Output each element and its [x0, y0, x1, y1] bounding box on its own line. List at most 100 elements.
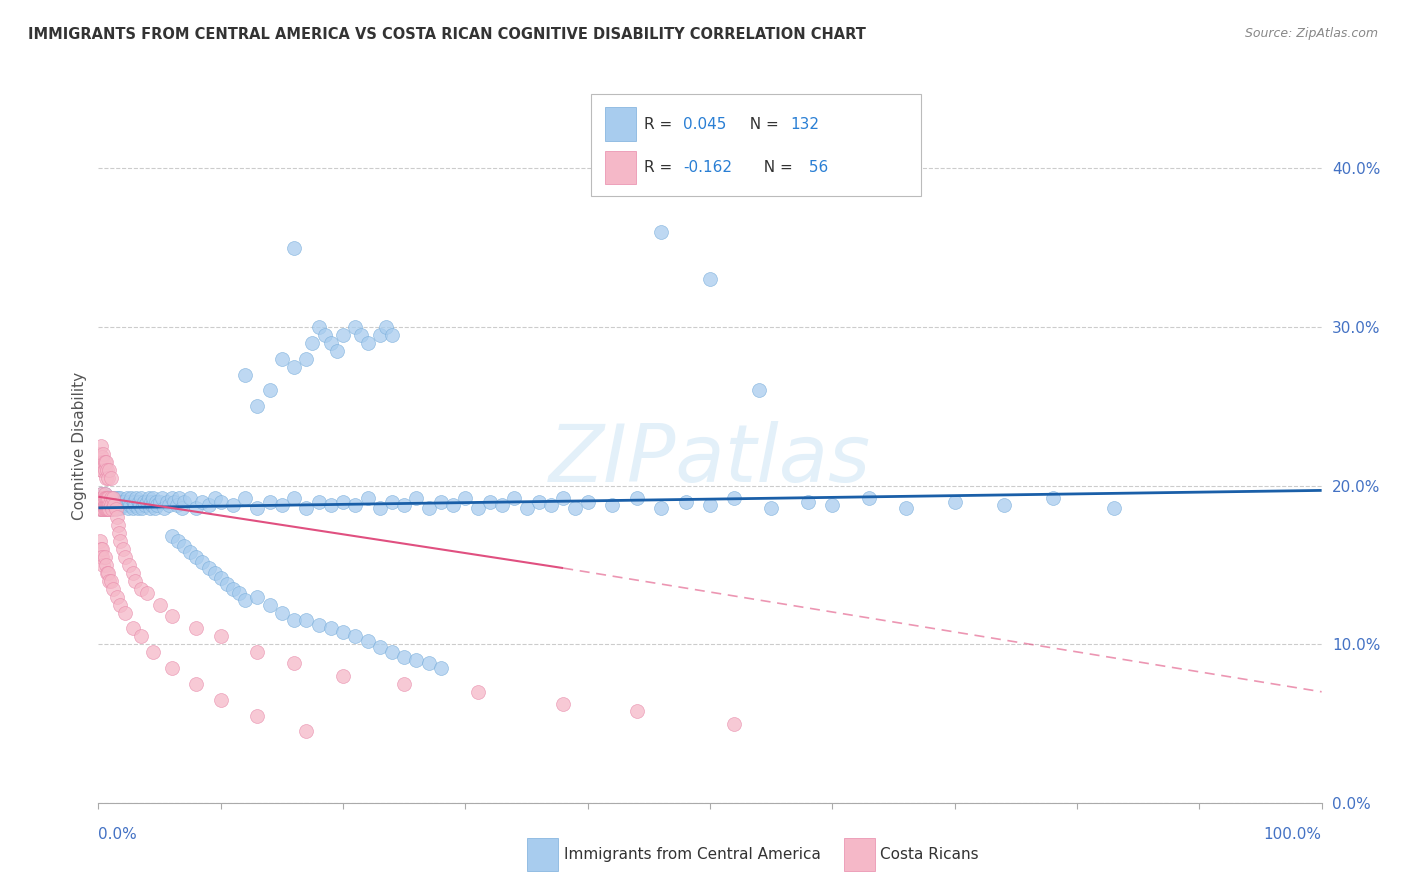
Point [107, 491, 129, 506]
Point [332, 328, 354, 343]
Point [259, 494, 281, 508]
Point [197, 561, 219, 575]
Point [118, 558, 141, 572]
Point [94, 498, 117, 512]
Point [186, 677, 208, 691]
Point [283, 491, 305, 506]
Point [91, 455, 114, 469]
Point [308, 320, 330, 334]
Point [405, 491, 427, 506]
Point [723, 491, 745, 506]
Point [90, 463, 112, 477]
Point [381, 645, 404, 659]
Point [91, 491, 114, 506]
Point [120, 491, 142, 506]
Text: R =: R = [644, 160, 678, 175]
Point [600, 498, 623, 512]
Point [91, 549, 114, 564]
Point [105, 498, 128, 512]
Point [381, 494, 404, 508]
Point [101, 498, 124, 512]
Point [430, 661, 453, 675]
Text: ZIPatlas: ZIPatlas [548, 421, 872, 500]
Point [308, 618, 330, 632]
Point [89, 534, 111, 549]
Text: -0.162: -0.162 [683, 160, 733, 175]
Point [127, 500, 149, 515]
Point [149, 598, 172, 612]
Point [675, 494, 697, 508]
Point [101, 494, 124, 508]
Point [150, 491, 173, 506]
Point [101, 491, 124, 506]
Point [259, 384, 281, 398]
Point [103, 494, 125, 508]
Point [163, 494, 186, 508]
Point [104, 500, 127, 515]
Point [374, 320, 396, 334]
Point [160, 661, 183, 675]
Point [204, 491, 226, 506]
Point [107, 518, 129, 533]
Point [122, 494, 145, 508]
Point [93, 502, 115, 516]
Point [105, 494, 128, 508]
Point [94, 498, 117, 512]
Point [295, 351, 318, 366]
Point [160, 529, 183, 543]
Point [295, 724, 318, 739]
Point [142, 645, 165, 659]
Point [94, 471, 117, 485]
Point [93, 486, 115, 500]
Point [821, 498, 844, 512]
Point [943, 494, 966, 508]
Point [173, 494, 195, 508]
Point [96, 491, 118, 506]
Point [98, 463, 121, 477]
Point [97, 471, 120, 485]
Text: N =: N = [740, 117, 783, 132]
Point [94, 491, 117, 506]
Point [118, 494, 141, 508]
Point [111, 494, 134, 508]
Point [170, 500, 193, 515]
Point [191, 494, 214, 508]
Point [110, 491, 132, 506]
Point [125, 491, 148, 506]
Point [153, 500, 176, 515]
Point [319, 621, 342, 635]
Point [94, 558, 117, 572]
Point [564, 500, 586, 515]
Point [441, 498, 464, 512]
Point [90, 549, 112, 564]
Point [699, 272, 721, 286]
Point [319, 335, 342, 350]
Point [326, 343, 349, 358]
Point [246, 400, 269, 414]
Point [392, 677, 416, 691]
Point [491, 498, 513, 512]
Point [139, 494, 162, 508]
Point [93, 494, 115, 508]
Point [96, 463, 118, 477]
Point [97, 502, 120, 516]
Point [90, 502, 112, 516]
Point [332, 494, 354, 508]
Point [576, 494, 599, 508]
Point [209, 692, 232, 706]
Point [233, 592, 256, 607]
Point [90, 455, 112, 469]
Point [108, 498, 131, 512]
Point [166, 498, 188, 512]
Point [124, 498, 146, 512]
Point [141, 498, 163, 512]
Point [204, 566, 226, 580]
Point [93, 491, 115, 506]
Point [344, 498, 367, 512]
Point [129, 498, 152, 512]
Point [454, 491, 477, 506]
Point [97, 491, 120, 506]
Point [228, 586, 250, 600]
Point [110, 534, 132, 549]
Point [368, 500, 391, 515]
